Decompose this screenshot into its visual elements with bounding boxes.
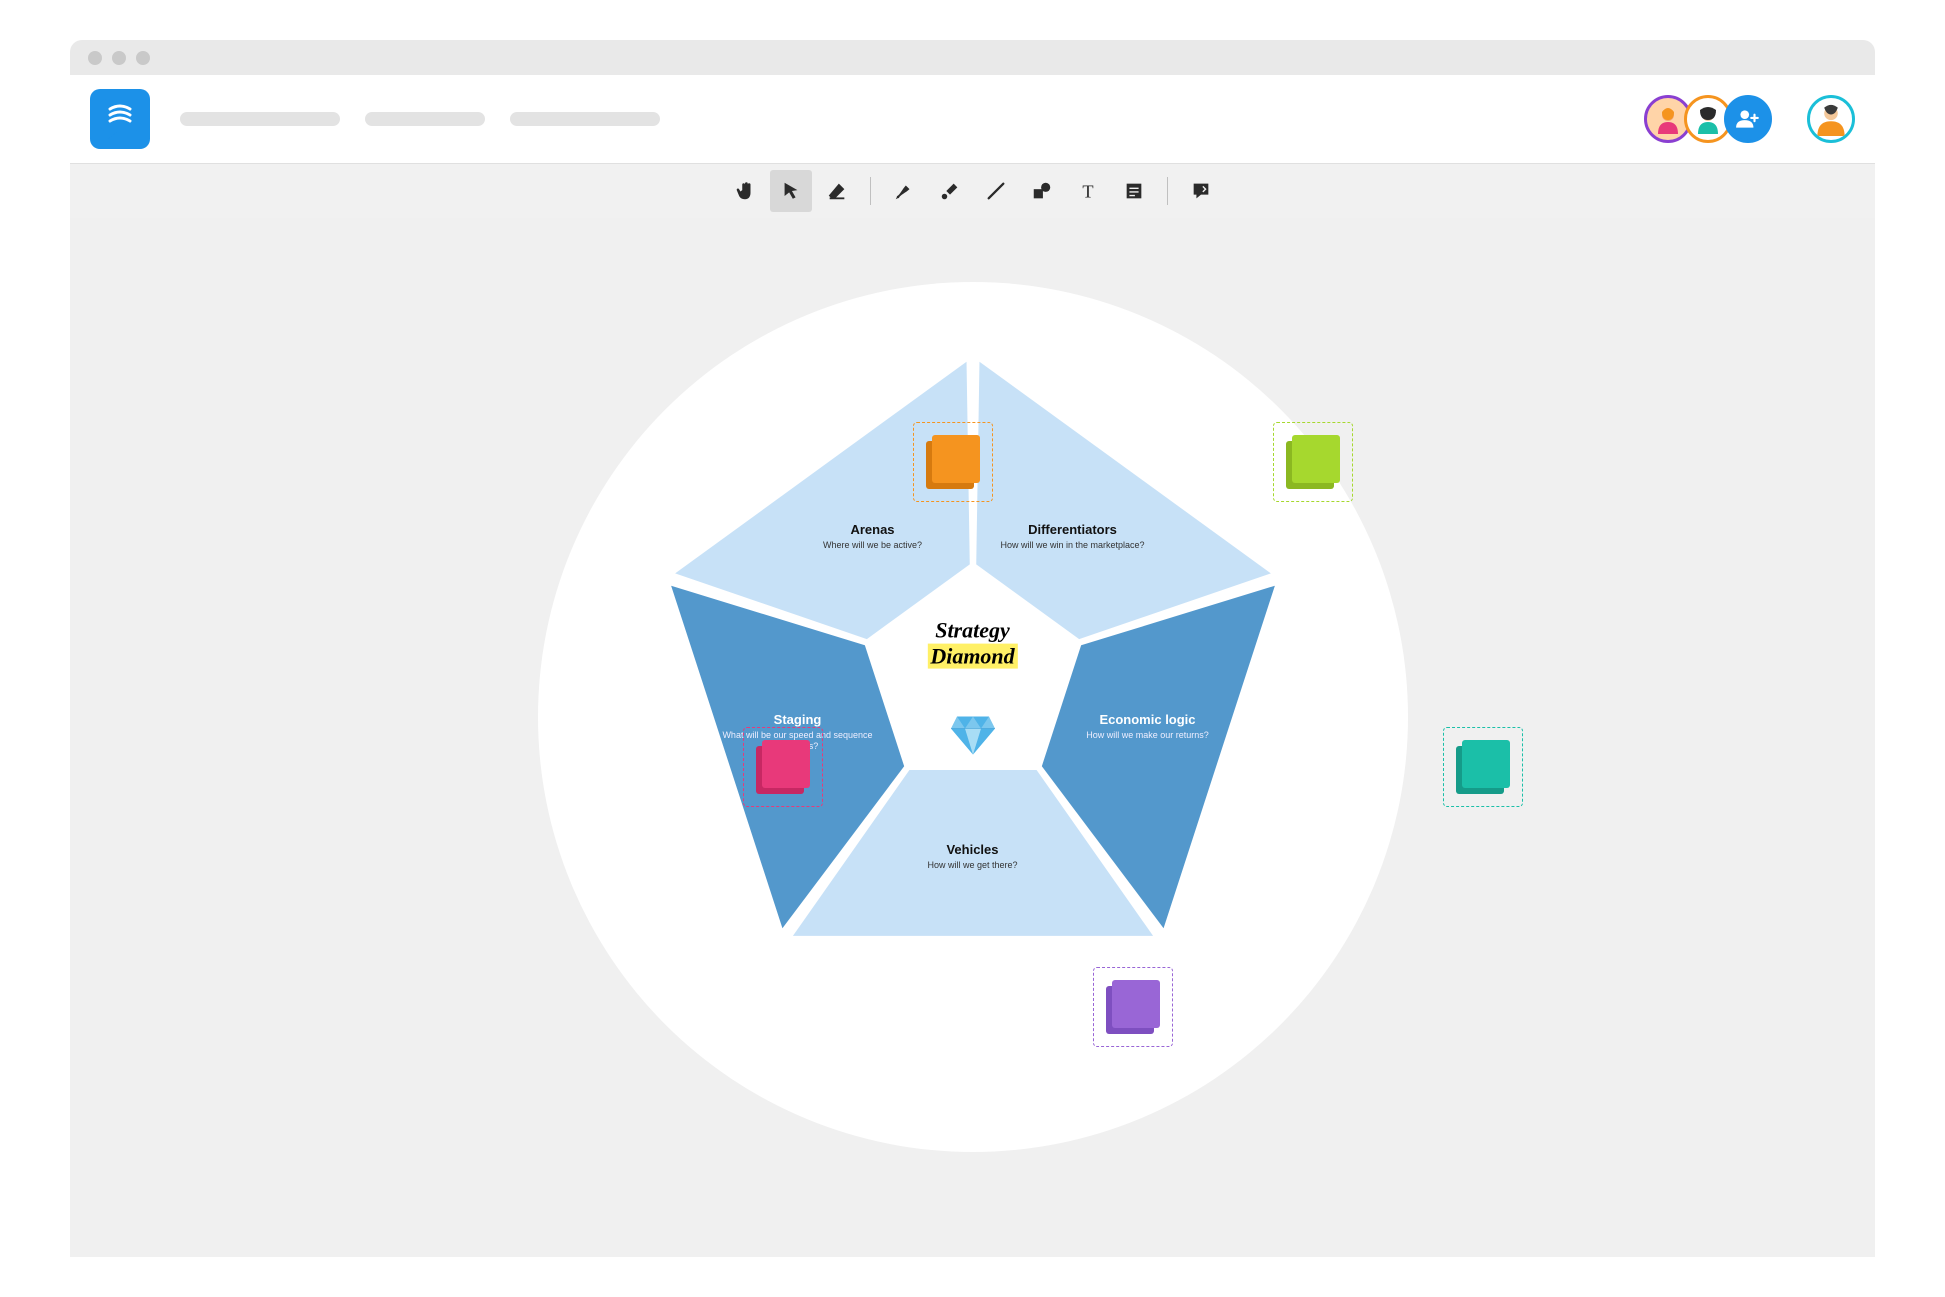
text-tool[interactable]: T (1067, 170, 1109, 212)
segment-title: Vehicles (893, 842, 1053, 857)
pointer-tool[interactable] (770, 170, 812, 212)
menu-bar (180, 112, 660, 126)
sticky-note-orange[interactable] (913, 422, 993, 502)
menu-item[interactable] (365, 112, 485, 126)
toolbar-divider (1167, 177, 1168, 205)
add-collaborator-button[interactable] (1724, 95, 1772, 143)
segment-subtitle: Where will we be active? (793, 540, 953, 551)
sticky-note-pink[interactable] (743, 727, 823, 807)
segment-title: Differentiators (993, 522, 1153, 537)
sticky-note-lime[interactable] (1273, 422, 1353, 502)
diagram-center-title: Strategy Diamond (927, 618, 1017, 671)
segment-title: Arenas (793, 522, 953, 537)
toolbar-divider (870, 177, 871, 205)
menu-item[interactable] (510, 112, 660, 126)
sticky-note-purple[interactable] (1093, 967, 1173, 1047)
eraser-tool[interactable] (816, 170, 858, 212)
segment-label-vehicles: Vehicles How will we get there? (893, 842, 1053, 871)
brush-tool[interactable] (929, 170, 971, 212)
app-header (70, 75, 1875, 163)
segment-differentiators[interactable] (976, 361, 1271, 638)
toolbar: T (70, 163, 1875, 218)
note-tool[interactable] (1113, 170, 1155, 212)
segment-subtitle: How will we get there? (893, 860, 1053, 871)
segment-label-differentiators: Differentiators How will we win in the ma… (993, 522, 1153, 551)
canvas[interactable]: Strategy Diamond Arenas Where will we be … (70, 218, 1875, 1257)
comment-tool[interactable] (1180, 170, 1222, 212)
user-avatar[interactable] (1807, 95, 1855, 143)
segment-subtitle: How will we win in the marketplace? (993, 540, 1153, 551)
browser-chrome (70, 40, 1875, 75)
segment-subtitle: How will we make our returns? (1068, 730, 1228, 741)
line-tool[interactable] (975, 170, 1017, 212)
center-title-line1: Strategy (927, 618, 1017, 644)
chrome-dot (112, 51, 126, 65)
sticky-note-teal[interactable] (1443, 727, 1523, 807)
pen-tool[interactable] (883, 170, 925, 212)
segment-title: Staging (718, 712, 878, 727)
segment-title: Economic logic (1068, 712, 1228, 727)
svg-text:T: T (1082, 181, 1093, 201)
app-logo[interactable] (90, 89, 150, 149)
segment-label-economic: Economic logic How will we make our retur… (1068, 712, 1228, 741)
diamond-icon (951, 716, 995, 759)
menu-item[interactable] (180, 112, 340, 126)
hand-tool[interactable] (724, 170, 766, 212)
segment-label-arenas: Arenas Where will we be active? (793, 522, 953, 551)
chrome-dot (136, 51, 150, 65)
center-title-line2: Diamond (927, 644, 1017, 669)
chrome-dot (88, 51, 102, 65)
collaborator-avatars (1644, 95, 1772, 143)
shapes-tool[interactable] (1021, 170, 1063, 212)
